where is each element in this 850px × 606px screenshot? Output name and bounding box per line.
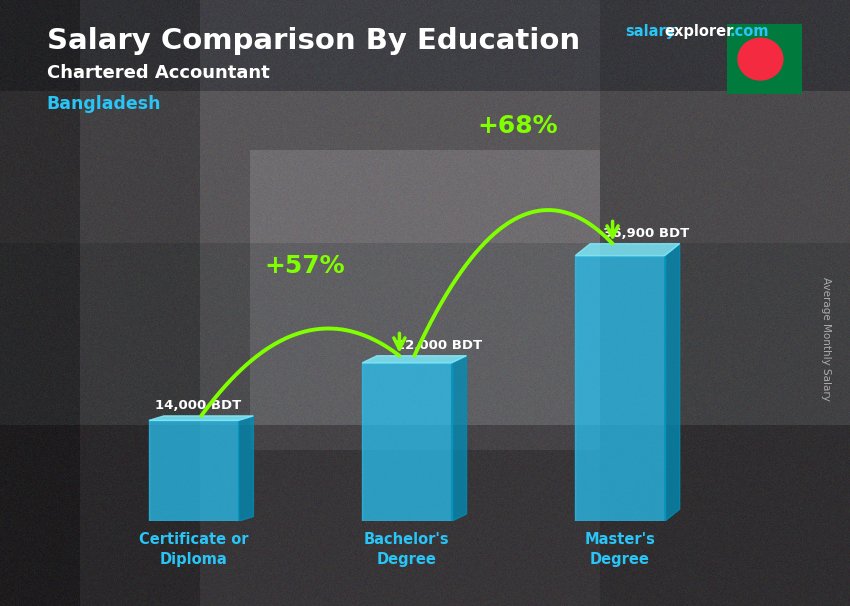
Text: salary: salary xyxy=(625,24,675,39)
Polygon shape xyxy=(149,416,253,421)
Text: Average Monthly Salary: Average Monthly Salary xyxy=(821,278,831,401)
Text: +68%: +68% xyxy=(478,115,558,138)
Text: 36,900 BDT: 36,900 BDT xyxy=(603,227,689,239)
Text: Bangladesh: Bangladesh xyxy=(47,95,162,113)
Circle shape xyxy=(738,38,783,80)
Polygon shape xyxy=(362,356,467,363)
Text: explorer: explorer xyxy=(665,24,734,39)
Text: .com: .com xyxy=(729,24,768,39)
Text: 14,000 BDT: 14,000 BDT xyxy=(156,399,241,411)
Text: Chartered Accountant: Chartered Accountant xyxy=(47,64,269,82)
Polygon shape xyxy=(665,244,680,521)
Polygon shape xyxy=(239,416,253,521)
Text: +57%: +57% xyxy=(264,254,345,278)
Bar xyxy=(149,421,239,521)
Bar xyxy=(362,363,451,521)
Text: Salary Comparison By Education: Salary Comparison By Education xyxy=(47,27,580,55)
Polygon shape xyxy=(451,356,467,521)
Bar xyxy=(575,256,665,521)
Polygon shape xyxy=(575,244,680,256)
Text: 22,000 BDT: 22,000 BDT xyxy=(396,339,482,351)
